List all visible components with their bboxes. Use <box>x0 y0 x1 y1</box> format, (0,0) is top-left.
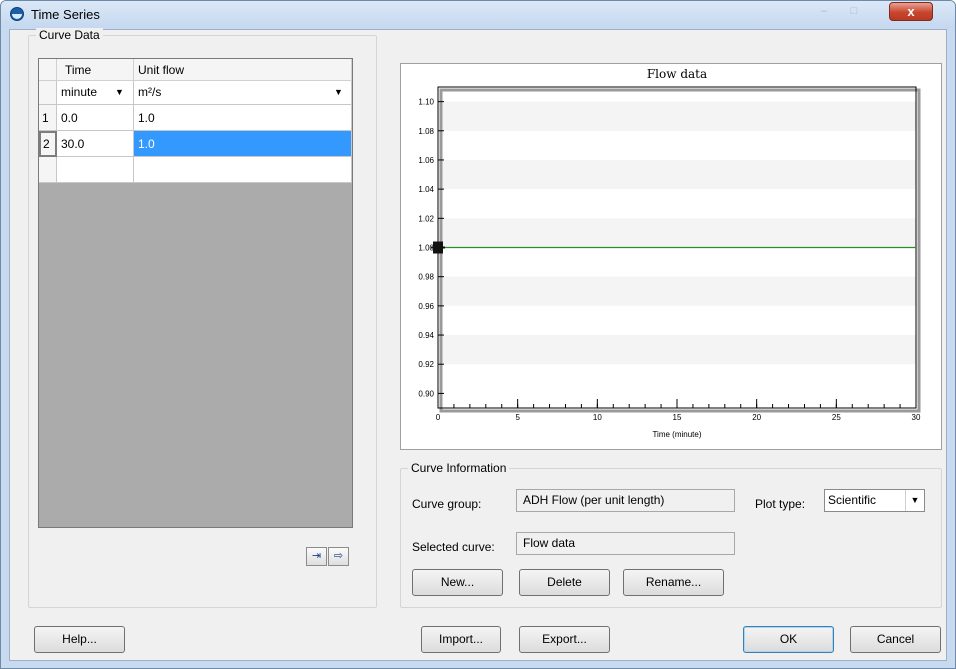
grid-corner <box>39 59 57 81</box>
flow-cell-selected[interactable]: 1.0 <box>134 131 352 157</box>
flow-unit-value: m²/s <box>138 85 162 99</box>
new-curve-button[interactable]: New... <box>412 569 503 596</box>
export-button[interactable]: Export... <box>519 626 610 653</box>
units-row-header <box>39 81 57 105</box>
time-column-header[interactable]: Time <box>57 59 134 81</box>
import-button[interactable]: Import... <box>421 626 501 653</box>
y-tick-label: 1.00 <box>418 244 434 253</box>
dialog-body: Curve Data Time Unit flow minute ▼ m²/s … <box>9 28 947 661</box>
time-cell[interactable]: 30.0 <box>57 131 134 157</box>
append-row-button[interactable]: ⇨ <box>328 547 349 566</box>
curve-data-grid[interactable]: Time Unit flow minute ▼ m²/s ▼ 1 0.0 1.0… <box>38 58 353 528</box>
y-tick-label: 1.02 <box>418 214 434 223</box>
y-tick-label: 1.06 <box>418 156 434 165</box>
plot-type-select[interactable]: Scientific ▼ <box>824 489 925 512</box>
flow-chart[interactable]: Flow data Time (minute) 0.90 0.92 0.94 0.96 0.… <box>401 64 941 449</box>
flow-cell-empty[interactable] <box>134 157 352 183</box>
insert-row-icon: ⇥ <box>311 550 322 562</box>
selected-curve-label: Selected curve: <box>412 540 495 554</box>
plot-type-value: Scientific <box>828 493 877 507</box>
chevron-down-icon[interactable]: ▼ <box>115 87 124 97</box>
grid-band <box>438 335 916 365</box>
time-unit-value: minute <box>61 85 98 99</box>
y-tick-label: 0.94 <box>418 331 434 340</box>
maximize-button[interactable]: □ <box>850 5 858 17</box>
y-tick-label: 1.04 <box>418 185 434 194</box>
row-number[interactable]: 1 <box>39 105 57 131</box>
curve-information-group: Curve Information Curve group: ADH Flow … <box>400 461 942 608</box>
x-tick-label: 0 <box>436 413 441 422</box>
x-axis-label: Time (minute) <box>652 430 701 439</box>
chevron-down-icon[interactable]: ▼ <box>334 87 343 97</box>
x-tick-label: 5 <box>515 413 520 422</box>
chart-title: Flow data <box>647 67 707 81</box>
time-cell[interactable]: 0.0 <box>57 105 134 131</box>
grid-band <box>438 276 916 306</box>
curve-group-field: ADH Flow (per unit length) <box>516 489 735 512</box>
x-tick-label: 10 <box>593 413 602 422</box>
ok-button[interactable]: OK <box>743 626 834 653</box>
y-tick-label: 1.08 <box>418 127 434 136</box>
title-bar[interactable]: Time Series – □ x <box>1 1 955 28</box>
x-tick-label: 20 <box>752 413 761 422</box>
insert-row-button[interactable]: ⇥ <box>306 547 327 566</box>
curve-information-label: Curve Information <box>408 461 510 475</box>
rename-curve-button[interactable]: Rename... <box>623 569 724 596</box>
flow-column-header[interactable]: Unit flow <box>134 59 352 81</box>
time-cell-empty[interactable] <box>57 157 134 183</box>
new-row-header[interactable] <box>39 157 57 183</box>
grid-band <box>438 159 916 190</box>
window-title: Time Series <box>31 7 100 22</box>
plot-type-label: Plot type: <box>755 497 806 511</box>
append-row-icon: ⇨ <box>333 550 344 562</box>
curve-data-label: Curve Data <box>36 28 103 42</box>
curve-data-group: Curve Data Time Unit flow minute ▼ m²/s … <box>28 28 377 608</box>
flow-unit-select[interactable]: m²/s ▼ <box>134 81 352 105</box>
curve-group-label: Curve group: <box>412 497 482 511</box>
plot-panel: Flow data Time (minute) 0.90 0.92 0.94 0.96 0.… <box>400 63 942 450</box>
y-tick-label: 0.90 <box>418 389 434 398</box>
y-tick-label: 0.92 <box>418 360 434 369</box>
delete-curve-button[interactable]: Delete <box>519 569 610 596</box>
grid-band <box>438 218 916 248</box>
row-number[interactable]: 2 <box>39 131 57 157</box>
close-icon: x <box>907 4 915 19</box>
minimize-button[interactable]: – <box>820 5 828 17</box>
flow-cell[interactable]: 1.0 <box>134 105 352 131</box>
x-tick-label: 30 <box>912 413 921 422</box>
y-tick-label: 0.98 <box>418 273 434 282</box>
chevron-down-icon[interactable]: ▼ <box>905 490 924 511</box>
y-tick-label: 0.96 <box>418 302 434 311</box>
selected-curve-field: Flow data <box>516 532 735 555</box>
help-button[interactable]: Help... <box>34 626 125 653</box>
time-unit-select[interactable]: minute ▼ <box>57 81 134 105</box>
x-tick-label: 25 <box>832 413 841 422</box>
close-button[interactable]: x <box>889 2 933 21</box>
x-tick-label: 15 <box>673 413 682 422</box>
app-icon <box>10 7 24 21</box>
y-tick-label: 1.10 <box>418 98 434 107</box>
grid-band <box>438 101 916 131</box>
cancel-button[interactable]: Cancel <box>850 626 941 653</box>
